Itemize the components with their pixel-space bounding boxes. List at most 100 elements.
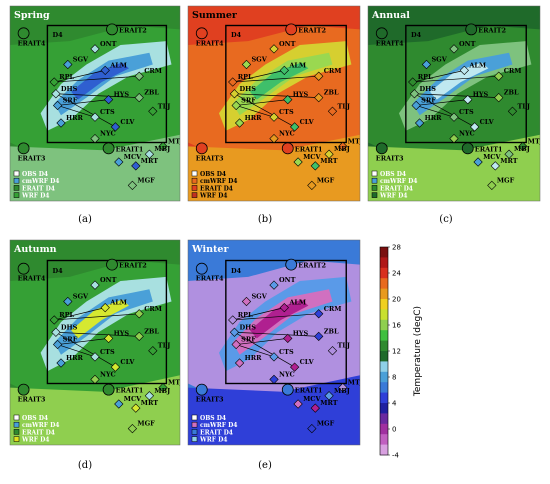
station-marker-clv: [290, 362, 300, 372]
transect-line: [234, 331, 295, 368]
transect-line: [54, 70, 106, 83]
station-marker-crm: [314, 71, 324, 81]
station-label: MRT: [320, 157, 337, 165]
legend-swatch: [191, 421, 198, 428]
legend-swatch: [371, 185, 378, 191]
legend-swatch: [191, 177, 198, 184]
legend-swatch: [13, 436, 20, 442]
transect-line: [236, 344, 275, 358]
station-marker-rpl: [228, 315, 238, 325]
panel-caption: (c): [439, 214, 453, 225]
legend-label: WRF D4: [199, 193, 227, 200]
station-label: CTS: [279, 348, 294, 356]
panel-caption: (e): [258, 460, 272, 471]
legend-swatch: [13, 429, 20, 435]
erait-point-erait1: [461, 142, 474, 155]
station-marker-mcv: [114, 157, 124, 167]
station-marker-nyc: [90, 133, 100, 144]
station-label: CLV: [120, 358, 135, 366]
station-marker-zbl: [314, 93, 324, 103]
station-label: ZBL: [324, 89, 339, 97]
station-label: SGV: [431, 56, 447, 64]
station-label: ONT: [459, 40, 476, 48]
station-label: SGV: [73, 293, 89, 301]
panel-border: [9, 5, 181, 202]
colorbar-segment: [380, 299, 388, 310]
station-marker-tlj: [327, 346, 338, 356]
station-marker-srf: [52, 100, 63, 111]
station-marker-nyc: [449, 133, 459, 144]
mountain-peak: [71, 299, 129, 339]
station-label: MBJ: [334, 145, 350, 153]
station-marker-nyc: [90, 374, 100, 385]
legend-label: ERAIT D4: [200, 429, 233, 436]
station-label: ZBL: [324, 327, 339, 335]
station-marker-ont: [90, 44, 100, 54]
colorbar-segment: [380, 278, 388, 289]
station-marker-mgf: [127, 180, 138, 191]
erait-point-erait3: [17, 383, 30, 396]
station-label: ZBL: [144, 89, 159, 97]
station-marker-mgf: [307, 180, 317, 191]
mountain-peak: [429, 62, 489, 100]
erait-point-erait2: [285, 23, 298, 36]
station-label: CRM: [144, 305, 162, 313]
station-label: TLJ: [158, 102, 170, 110]
station-marker-mrt: [310, 161, 320, 171]
colorbar-tick-label: -4: [392, 452, 400, 460]
station-label: MCV: [483, 153, 501, 161]
erait-label: ERAIT3: [196, 396, 224, 404]
station-label: NYC: [100, 130, 116, 138]
station-label: ZBL: [504, 89, 519, 97]
station-marker-mcv: [293, 157, 303, 167]
station-marker-ont: [90, 280, 100, 290]
transect-line: [55, 93, 140, 98]
legend-label: OBS D4: [22, 171, 48, 178]
legend-label: cmWRF D4: [200, 422, 237, 429]
transect-line: [232, 307, 285, 321]
panel-caption: (d): [78, 460, 92, 471]
station-marker-rpl: [228, 77, 238, 87]
station-marker-cts: [269, 352, 279, 362]
station-label: TLJ: [158, 342, 170, 350]
erait-label: ERAIT2: [478, 26, 506, 34]
colorbar-segment: [380, 444, 388, 456]
colorbar-segment: [380, 361, 388, 373]
station-label: RPL: [59, 73, 74, 81]
station-marker-dhs: [409, 89, 420, 99]
colorbar-segment: [380, 288, 388, 300]
transect-line: [416, 99, 468, 106]
station-label: ONT: [100, 276, 117, 284]
legend-label: ERAIT D4: [22, 185, 55, 192]
station-label: RPL: [418, 73, 433, 81]
station-label: ALM: [288, 299, 306, 307]
d4-label: D4: [231, 267, 242, 275]
erait-label: ERAIT1: [295, 145, 323, 153]
legend-swatch: [13, 414, 20, 421]
station-marker-crm: [134, 309, 144, 319]
transect-line: [234, 331, 319, 337]
mountain-peak: [71, 62, 129, 100]
station-marker-ont: [269, 44, 279, 54]
legend-label: cmWRF D4: [22, 178, 59, 185]
station-label: CRM: [324, 67, 342, 75]
erait-label: ERAIT1: [116, 145, 144, 153]
colorbar-segment: [380, 413, 388, 425]
station-marker-rpl: [49, 315, 59, 325]
legend-swatch: [191, 414, 198, 421]
station-label: RPL: [238, 73, 253, 81]
erait-label: ERAIT2: [119, 26, 147, 34]
d4-domain-box: [46, 24, 168, 144]
station-label: MTJ: [168, 137, 183, 145]
station-label: ALM: [109, 299, 127, 307]
station-label: MTJ: [348, 137, 363, 145]
station-marker-mbj: [504, 149, 514, 159]
erait-point-erait1: [281, 142, 294, 155]
erait-point-erait4: [17, 262, 30, 275]
station-label: MRT: [141, 157, 158, 165]
map-panel-c: D4 ERAIT2 ERAIT4 ERAIT3 ERAIT1 ONT SGV ALM CRM RP…: [367, 5, 541, 225]
station-label: NYC: [100, 370, 116, 378]
station-marker-tlj: [148, 106, 158, 116]
erait-label: ERAIT4: [376, 39, 404, 47]
transect-line: [54, 313, 140, 321]
